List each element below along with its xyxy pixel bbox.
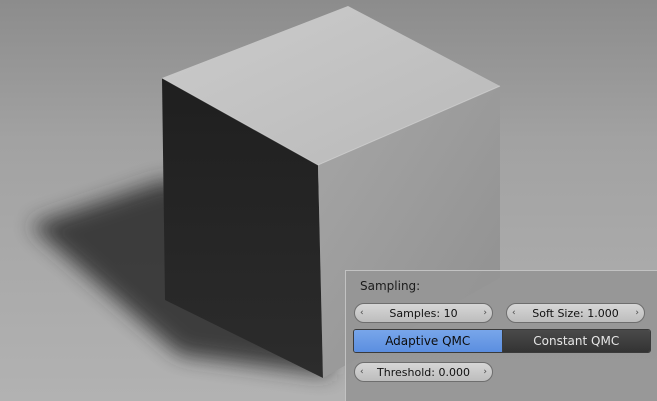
cube-left-face (162, 78, 323, 378)
soft-size-decrement-icon[interactable]: ‹ (512, 308, 516, 318)
samples-label: Samples: 10 (389, 306, 458, 320)
cube-top-face (162, 6, 500, 165)
adaptive-qmc-button[interactable]: Adaptive QMC (354, 330, 503, 352)
threshold-increment-icon[interactable]: › (483, 367, 487, 377)
threshold-field[interactable]: ‹ Threshold: 0.000 › (354, 362, 493, 382)
threshold-decrement-icon[interactable]: ‹ (360, 367, 364, 377)
samples-decrement-icon[interactable]: ‹ (360, 308, 364, 318)
soft-size-field[interactable]: ‹ Soft Size: 1.000 › (506, 303, 645, 323)
sampling-panel: Sampling: ‹ Samples: 10 › ‹ Soft Size: 1… (345, 270, 657, 401)
soft-size-label: Soft Size: 1.000 (532, 306, 619, 320)
cube-edges (161, 77, 501, 166)
soft-size-increment-icon[interactable]: › (635, 308, 639, 318)
sampling-title: Sampling: (360, 279, 421, 293)
threshold-label: Threshold: 0.000 (377, 365, 470, 379)
constant-qmc-button[interactable]: Constant QMC (502, 330, 650, 352)
samples-field[interactable]: ‹ Samples: 10 › (354, 303, 493, 323)
sampling-method-toggle: Adaptive QMC Constant QMC (353, 329, 651, 353)
samples-increment-icon[interactable]: › (483, 308, 487, 318)
